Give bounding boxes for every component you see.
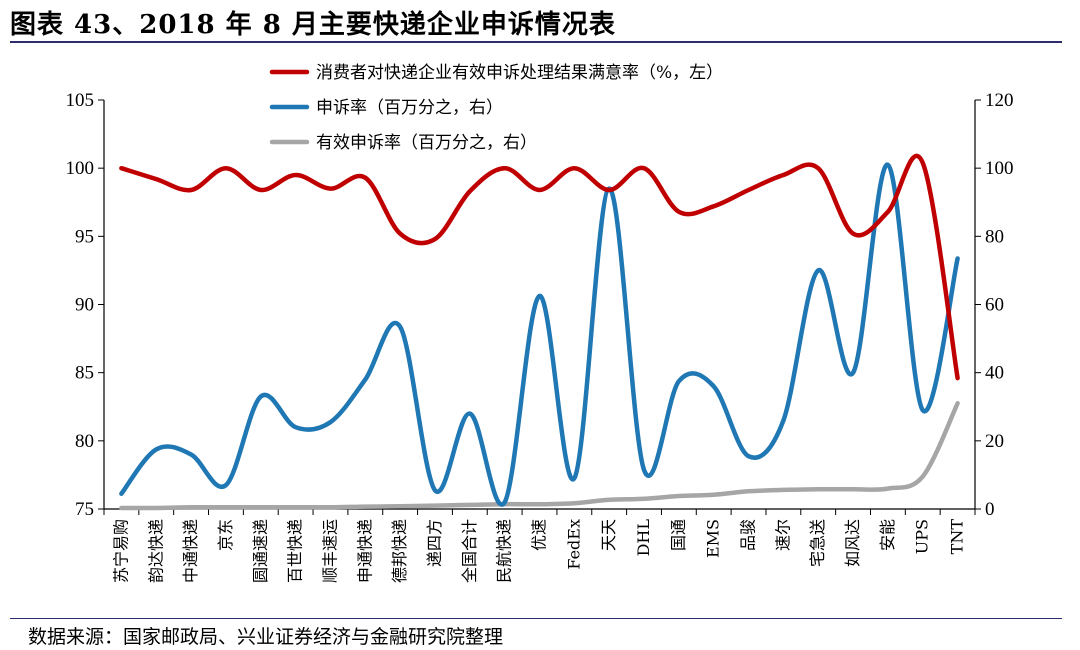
x-tick-label: 国通 xyxy=(669,519,688,551)
right-y-tick-label: 60 xyxy=(985,295,1004,316)
x-tick-label: 韵达快递 xyxy=(146,519,165,583)
left-y-tick-label: 85 xyxy=(75,363,94,384)
chart-axes: 75 80 85 90 95 100 105 0 20 40 60 80 100 120 苏宁易购 韵达快递中… xyxy=(66,90,1014,583)
x-tick-label: 宅急送 xyxy=(808,519,827,567)
left-y-tick-label: 100 xyxy=(66,158,95,179)
right-y-tick-label: 0 xyxy=(985,499,995,520)
x-tick-label: 顺丰速运 xyxy=(320,519,339,583)
x-tick-label: 天天 xyxy=(599,519,618,551)
x-tick-label: 百世快递 xyxy=(286,519,305,583)
x-tick-label: 民航快递 xyxy=(495,519,514,583)
source-note: 数据来源：国家邮政局、兴业证券经济与金融研究院整理 xyxy=(28,626,504,648)
chart-title: 图表 43、2018 年 8 月主要快递企业申诉情况表 xyxy=(10,10,616,40)
chart-series xyxy=(119,153,960,511)
x-tick-label: 安能 xyxy=(878,519,897,551)
left-y-tick-label: 90 xyxy=(75,295,94,316)
legend-label: 有效申诉率（百万分之，右） xyxy=(316,133,537,153)
x-tick-label: UPS xyxy=(913,519,932,554)
left-y-tick-label: 105 xyxy=(66,90,95,111)
chart-legend: 消费者对快递企业有效申诉处理结果满意率（%，左） 申诉率（百万分之，右） 有效申诉率… xyxy=(269,63,723,153)
line-chart: 75 80 85 90 95 100 105 0 20 40 60 80 100 120 苏宁易购 韵达快递中… xyxy=(66,63,1014,583)
x-tick-label: 德邦快递 xyxy=(390,519,409,583)
x-tick-label: 全国合计 xyxy=(460,519,479,583)
title-divider xyxy=(10,41,1062,43)
legend-label: 申诉率（百万分之，右） xyxy=(316,98,503,118)
x-tick-label: 速尔 xyxy=(773,519,792,551)
x-tick-label: DHL xyxy=(634,519,653,557)
x-tick-label: 圆通速递 xyxy=(251,519,270,583)
right-y-tick-label: 40 xyxy=(985,363,1004,384)
left-y-tick-label: 75 xyxy=(75,499,94,520)
valid-complaint-rate-line xyxy=(119,401,960,511)
x-tick-label: FedEx xyxy=(564,519,583,570)
right-y-tick-label: 100 xyxy=(985,158,1014,179)
right-y-tick-label: 80 xyxy=(985,226,1004,247)
x-tick-label: 如风达 xyxy=(843,519,862,567)
x-tick-label: 申通快递 xyxy=(355,519,374,583)
right-y-tick-label: 20 xyxy=(985,431,1004,452)
left-y-tick-label: 80 xyxy=(75,431,94,452)
x-tick-label: EMS xyxy=(704,519,723,558)
x-tick-label: 京东 xyxy=(216,519,235,551)
x-tick-label: 苏宁易购 xyxy=(111,519,130,583)
x-tick-label: 中通快递 xyxy=(181,519,200,583)
source-divider xyxy=(10,618,1062,619)
satisfaction-rate-line xyxy=(119,153,960,381)
complaint-rate-line xyxy=(119,162,960,507)
legend-label: 消费者对快递企业有效申诉处理结果满意率（%，左） xyxy=(316,63,723,83)
x-tick-label: TNT xyxy=(948,519,967,555)
x-tick-label: 递四方 xyxy=(425,519,444,567)
left-y-tick-label: 95 xyxy=(75,226,94,247)
x-tick-label: 品骏 xyxy=(739,519,758,551)
right-y-tick-label: 120 xyxy=(985,90,1014,111)
x-tick-label: 优速 xyxy=(530,519,549,551)
